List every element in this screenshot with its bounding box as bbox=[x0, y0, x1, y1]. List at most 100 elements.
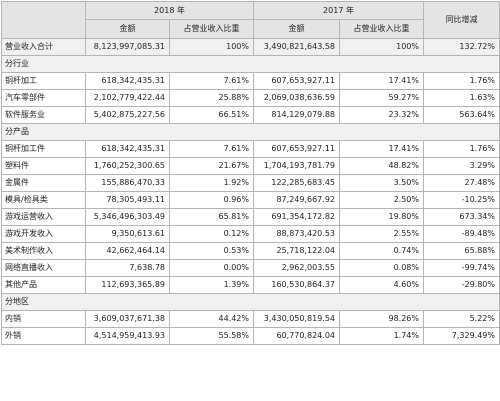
yoy-change-cell: 3.29% bbox=[423, 157, 500, 175]
share-2018-cell: 66.51% bbox=[169, 106, 254, 124]
amount-2018-cell: 618,342,435.31 bbox=[85, 140, 170, 158]
row-label-cell: 网络直播收入 bbox=[1, 259, 86, 277]
share-2018-cell: 7.61% bbox=[169, 72, 254, 90]
amount-2018-cell: 78,305,493.11 bbox=[85, 191, 170, 209]
table-row: 游戏运营收入 5,346,496,303.49 65.81% 691,354,172.… bbox=[1, 208, 500, 226]
yoy-change-cell: 7,329.49% bbox=[423, 327, 500, 345]
header-share-2017: 占营业收入比重 bbox=[339, 19, 424, 39]
header-yoy-change: 同比增减 bbox=[423, 1, 500, 39]
yoy-change-cell: 1.76% bbox=[423, 140, 500, 158]
row-label-cell: 铜杆加工件 bbox=[1, 140, 86, 158]
amount-2018-cell: 618,342,435.31 bbox=[85, 72, 170, 90]
share-2017-cell: 23.32% bbox=[339, 106, 424, 124]
share-2018-cell: 1.92% bbox=[169, 174, 254, 192]
row-label-cell: 其他产品 bbox=[1, 276, 86, 294]
share-2018-cell: 44.42% bbox=[169, 310, 254, 328]
table-row: 营业收入合计 8,123,997,085.31 100% 3,490,821,643.… bbox=[1, 38, 500, 56]
amount-2017-cell: 122,285,683.45 bbox=[253, 174, 340, 192]
revenue-breakdown-table: 2018 年 2017 年 同比增减 金额 占营业收入比重 金额 占营业收入比重… bbox=[1, 1, 500, 345]
share-2017-cell: 0.74% bbox=[339, 242, 424, 260]
amount-2017-cell: 3,490,821,643.58 bbox=[253, 38, 340, 56]
share-2018-cell: 1.39% bbox=[169, 276, 254, 294]
amount-2017-cell: 2,069,038,636.59 bbox=[253, 89, 340, 107]
share-2018-cell: 0.96% bbox=[169, 191, 254, 209]
amount-2017-cell: 160,530,864.37 bbox=[253, 276, 340, 294]
table-row: 铜杆加工 618,342,435.31 7.61% 607,653,927.11 17.… bbox=[1, 72, 500, 90]
table-row: 软件服务业 5,402,875,227.56 66.51% 814,129,079.8… bbox=[1, 106, 500, 124]
share-2018-cell: 0.00% bbox=[169, 259, 254, 277]
share-2017-cell: 98.26% bbox=[339, 310, 424, 328]
amount-2017-cell: 3,430,050,819.54 bbox=[253, 310, 340, 328]
amount-2018-cell: 112,693,365.89 bbox=[85, 276, 170, 294]
yoy-change-cell: -29.80% bbox=[423, 276, 500, 294]
share-2018-cell: 0.53% bbox=[169, 242, 254, 260]
table-row: 内销 3,609,037,671.38 44.42% 3,430,050,819.54… bbox=[1, 310, 500, 328]
section-row: 分产品 bbox=[1, 123, 500, 141]
table-row: 美术制作收入 42,662,464.14 0.53% 25,718,122.04 0.7… bbox=[1, 242, 500, 260]
table-row: 金属件 155,886,470.33 1.92% 122,285,683.45 3.50… bbox=[1, 174, 500, 192]
share-2017-cell: 48.82% bbox=[339, 157, 424, 175]
share-2017-cell: 2.55% bbox=[339, 225, 424, 243]
amount-2017-cell: 607,653,927.11 bbox=[253, 140, 340, 158]
yoy-change-cell: 1.63% bbox=[423, 89, 500, 107]
amount-2018-cell: 7,638.78 bbox=[85, 259, 170, 277]
amount-2018-cell: 155,886,470.33 bbox=[85, 174, 170, 192]
yoy-change-cell: 65.88% bbox=[423, 242, 500, 260]
share-2018-cell: 55.58% bbox=[169, 327, 254, 345]
table-row: 塑料件 1,760,252,300.65 21.67% 1,704,193,781.7… bbox=[1, 157, 500, 175]
share-2018-cell: 65.81% bbox=[169, 208, 254, 226]
share-2018-cell: 100% bbox=[169, 38, 254, 56]
amount-2017-cell: 1,704,193,781.79 bbox=[253, 157, 340, 175]
share-2017-cell: 2.50% bbox=[339, 191, 424, 209]
yoy-change-cell: -10.25% bbox=[423, 191, 500, 209]
header-year-2018: 2018 年 bbox=[85, 1, 254, 20]
row-label-cell: 模具/检具类 bbox=[1, 191, 86, 209]
section-label: 分产品 bbox=[1, 123, 500, 141]
amount-2018-cell: 4,514,959,413.93 bbox=[85, 327, 170, 345]
share-2017-cell: 1.74% bbox=[339, 327, 424, 345]
table-row: 网络直播收入 7,638.78 0.00% 2,962,003.55 0.08% -99.… bbox=[1, 259, 500, 277]
share-2017-cell: 19.80% bbox=[339, 208, 424, 226]
header-row-years: 2018 年 2017 年 同比增减 bbox=[1, 1, 500, 39]
row-label-cell: 外销 bbox=[1, 327, 86, 345]
table-row: 外销 4,514,959,413.93 55.58% 60,770,824.04 1.7… bbox=[1, 327, 500, 345]
amount-2018-cell: 2,102,779,422.44 bbox=[85, 89, 170, 107]
section-label: 分行业 bbox=[1, 55, 500, 73]
row-label-cell: 内销 bbox=[1, 310, 86, 328]
header-year-2017: 2017 年 bbox=[253, 1, 424, 20]
amount-2018-cell: 1,760,252,300.65 bbox=[85, 157, 170, 175]
header-amount-2018: 金额 bbox=[85, 19, 170, 39]
share-2018-cell: 7.61% bbox=[169, 140, 254, 158]
header-amount-2017: 金额 bbox=[253, 19, 340, 39]
share-2017-cell: 3.50% bbox=[339, 174, 424, 192]
row-label-cell: 汽车零部件 bbox=[1, 89, 86, 107]
amount-2017-cell: 607,653,927.11 bbox=[253, 72, 340, 90]
share-2018-cell: 21.67% bbox=[169, 157, 254, 175]
row-label-cell: 塑料件 bbox=[1, 157, 86, 175]
amount-2018-cell: 8,123,997,085.31 bbox=[85, 38, 170, 56]
yoy-change-cell: -89.48% bbox=[423, 225, 500, 243]
section-row: 分行业 bbox=[1, 55, 500, 73]
amount-2017-cell: 87,249,667.92 bbox=[253, 191, 340, 209]
share-2017-cell: 4.60% bbox=[339, 276, 424, 294]
yoy-change-cell: 27.48% bbox=[423, 174, 500, 192]
yoy-change-cell: 563.64% bbox=[423, 106, 500, 124]
amount-2018-cell: 3,609,037,671.38 bbox=[85, 310, 170, 328]
row-label-cell: 金属件 bbox=[1, 174, 86, 192]
amount-2017-cell: 814,129,079.88 bbox=[253, 106, 340, 124]
table-row: 其他产品 112,693,365.89 1.39% 160,530,864.37 4.6… bbox=[1, 276, 500, 294]
row-label-cell: 铜杆加工 bbox=[1, 72, 86, 90]
amount-2017-cell: 88,873,420.53 bbox=[253, 225, 340, 243]
share-2017-cell: 17.41% bbox=[339, 140, 424, 158]
amount-2017-cell: 2,962,003.55 bbox=[253, 259, 340, 277]
amount-2017-cell: 60,770,824.04 bbox=[253, 327, 340, 345]
share-2017-cell: 0.08% bbox=[339, 259, 424, 277]
section-row: 分地区 bbox=[1, 293, 500, 311]
amount-2018-cell: 5,346,496,303.49 bbox=[85, 208, 170, 226]
yoy-change-cell: 132.72% bbox=[423, 38, 500, 56]
share-2018-cell: 0.12% bbox=[169, 225, 254, 243]
yoy-change-cell: -99.74% bbox=[423, 259, 500, 277]
share-2017-cell: 59.27% bbox=[339, 89, 424, 107]
section-label: 分地区 bbox=[1, 293, 500, 311]
table-row: 游戏开发收入 9,350,613.61 0.12% 88,873,420.53 2.55… bbox=[1, 225, 500, 243]
